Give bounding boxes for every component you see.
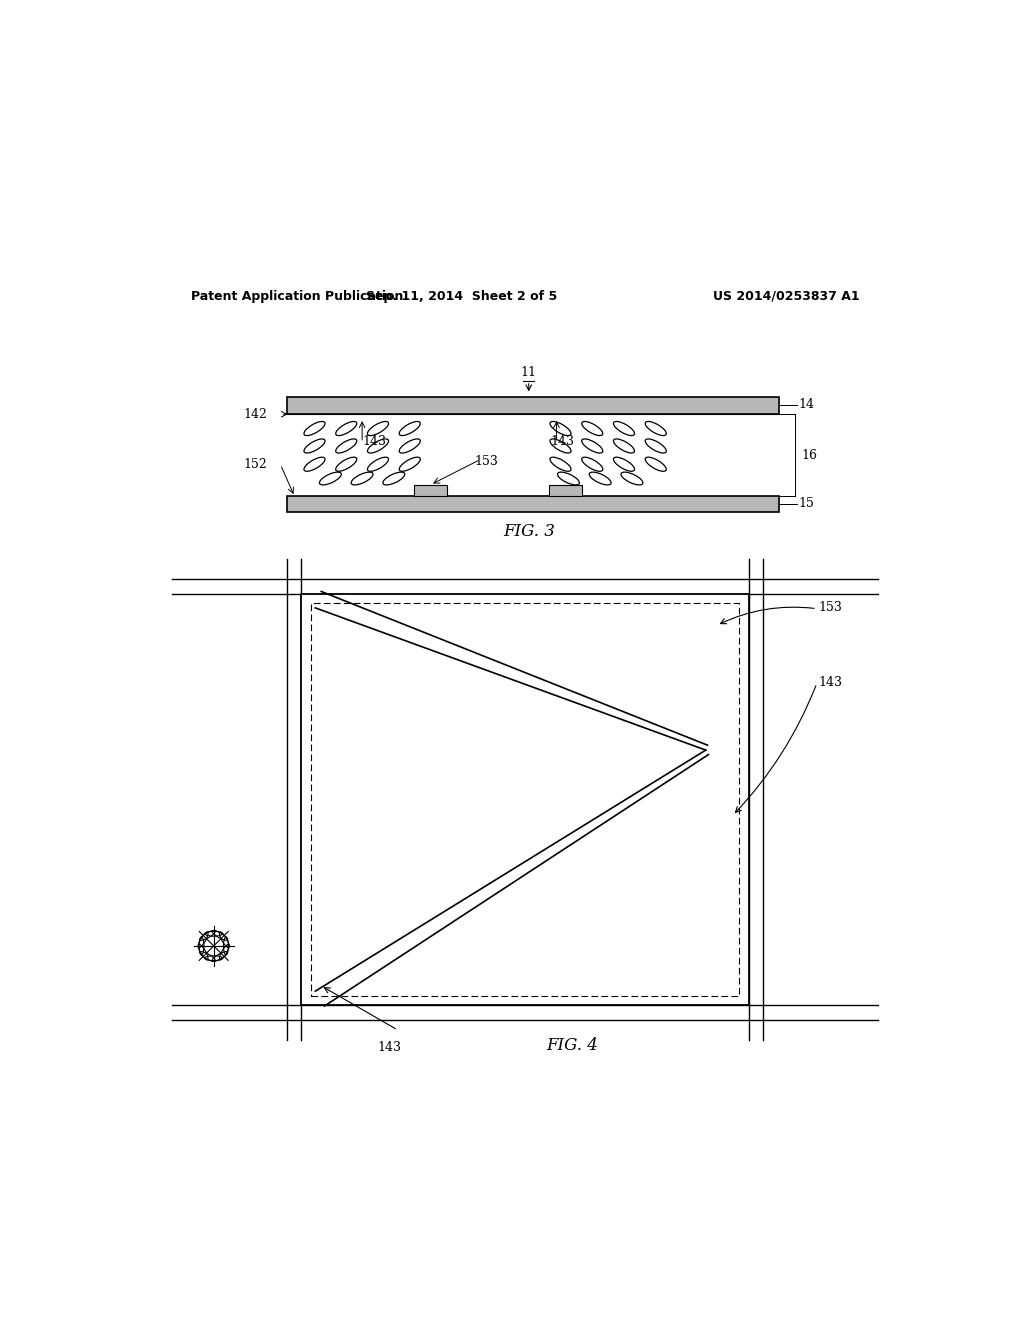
Text: 143: 143 xyxy=(362,434,386,447)
Text: 14: 14 xyxy=(799,399,815,412)
Text: Patent Application Publication: Patent Application Publication xyxy=(191,289,403,302)
Text: 143: 143 xyxy=(818,676,843,689)
Bar xyxy=(301,594,749,1006)
Text: 142: 142 xyxy=(243,408,267,421)
Bar xyxy=(287,397,778,414)
Text: 16: 16 xyxy=(801,449,817,462)
Text: 143: 143 xyxy=(378,1041,401,1055)
Bar xyxy=(414,484,447,496)
Bar xyxy=(549,484,582,496)
Text: Sep. 11, 2014  Sheet 2 of 5: Sep. 11, 2014 Sheet 2 of 5 xyxy=(366,289,557,302)
Text: 143: 143 xyxy=(551,434,574,447)
Bar xyxy=(310,603,739,997)
Text: US 2014/0253837 A1: US 2014/0253837 A1 xyxy=(714,289,860,302)
Text: 153: 153 xyxy=(818,601,843,614)
Text: FIG. 4: FIG. 4 xyxy=(547,1038,598,1053)
Text: 11: 11 xyxy=(521,367,537,379)
Text: 15: 15 xyxy=(799,498,814,511)
Text: 153: 153 xyxy=(475,454,499,467)
Bar xyxy=(287,496,778,512)
Text: FIG. 3: FIG. 3 xyxy=(503,523,555,540)
Text: 152: 152 xyxy=(243,458,267,471)
